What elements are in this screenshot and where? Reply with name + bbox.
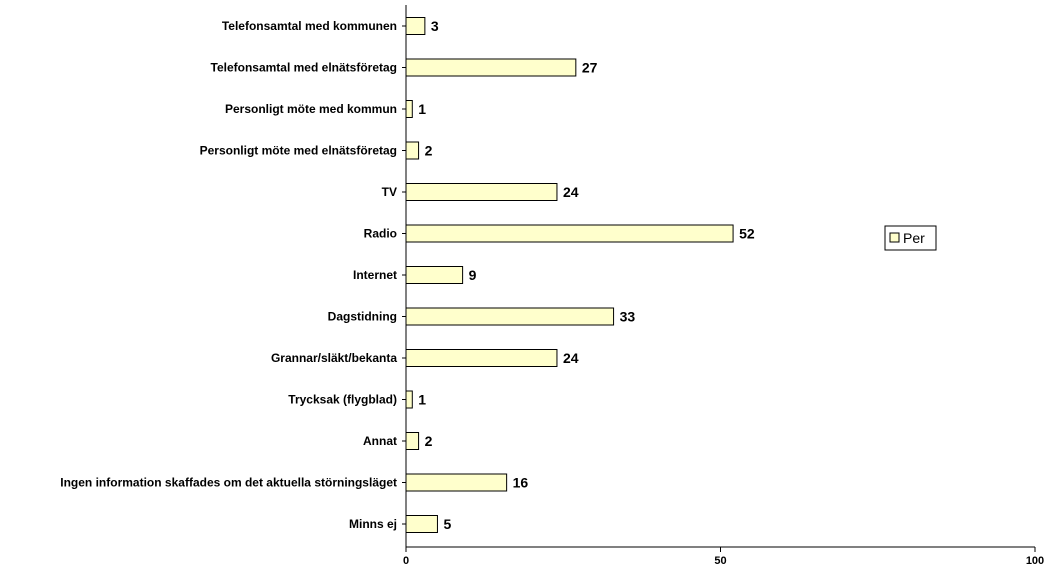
data-label: 2 <box>425 433 433 449</box>
x-tick-label: 100 <box>1026 555 1044 567</box>
category-label: Personligt möte med elnätsföretag <box>200 144 397 158</box>
category-label: Radio <box>364 227 397 241</box>
data-label: 24 <box>563 350 579 366</box>
bars-layer <box>405 17 734 533</box>
bar <box>405 390 413 409</box>
legend-box <box>884 225 937 251</box>
x-tick-label: 50 <box>714 555 726 567</box>
bar <box>405 141 420 160</box>
data-label: 2 <box>425 143 433 159</box>
category-label: Telefonsamtal med kommunen <box>222 19 397 33</box>
bar <box>405 349 558 367</box>
x-tick-label: 0 <box>403 555 409 567</box>
data-label: 16 <box>513 475 529 491</box>
legend-label: Per <box>903 230 925 246</box>
category-label: Annat <box>363 434 397 448</box>
data-label: 52 <box>739 226 755 242</box>
bar <box>405 266 464 284</box>
data-label: 24 <box>563 184 579 200</box>
data-label: 9 <box>469 267 477 283</box>
data-label: 5 <box>443 516 451 532</box>
category-label: TV <box>382 185 397 199</box>
data-label: 3 <box>431 18 439 34</box>
bar <box>405 224 734 243</box>
legend: Per <box>884 225 937 251</box>
axes-layer <box>402 5 1036 552</box>
bar <box>405 307 615 326</box>
category-label: Personligt möte med kommun <box>225 102 397 116</box>
data-label: 27 <box>582 60 598 76</box>
data-label: 1 <box>418 392 426 408</box>
category-label: Internet <box>353 268 397 282</box>
bar <box>405 515 438 533</box>
bar <box>405 432 420 450</box>
category-label: Ingen information skaffades om det aktue… <box>60 476 397 490</box>
labels-layer: Telefonsamtal med kommunen 3 Telefonsamtal… <box>60 18 1044 567</box>
bar <box>405 58 577 77</box>
data-label: 33 <box>620 309 636 325</box>
bar <box>405 17 426 35</box>
category-label: Telefonsamtal med elnätsföretag <box>211 61 398 75</box>
category-label: Trycksak (flygblad) <box>288 393 397 407</box>
category-label: Minns ej <box>349 517 397 531</box>
category-label: Grannar/släkt/bekanta <box>271 351 397 365</box>
data-label: 1 <box>418 101 426 117</box>
bar <box>405 183 558 201</box>
bar <box>405 100 413 118</box>
bar <box>405 473 508 492</box>
legend-swatch <box>889 232 900 243</box>
category-label: Dagstidning <box>328 310 397 324</box>
